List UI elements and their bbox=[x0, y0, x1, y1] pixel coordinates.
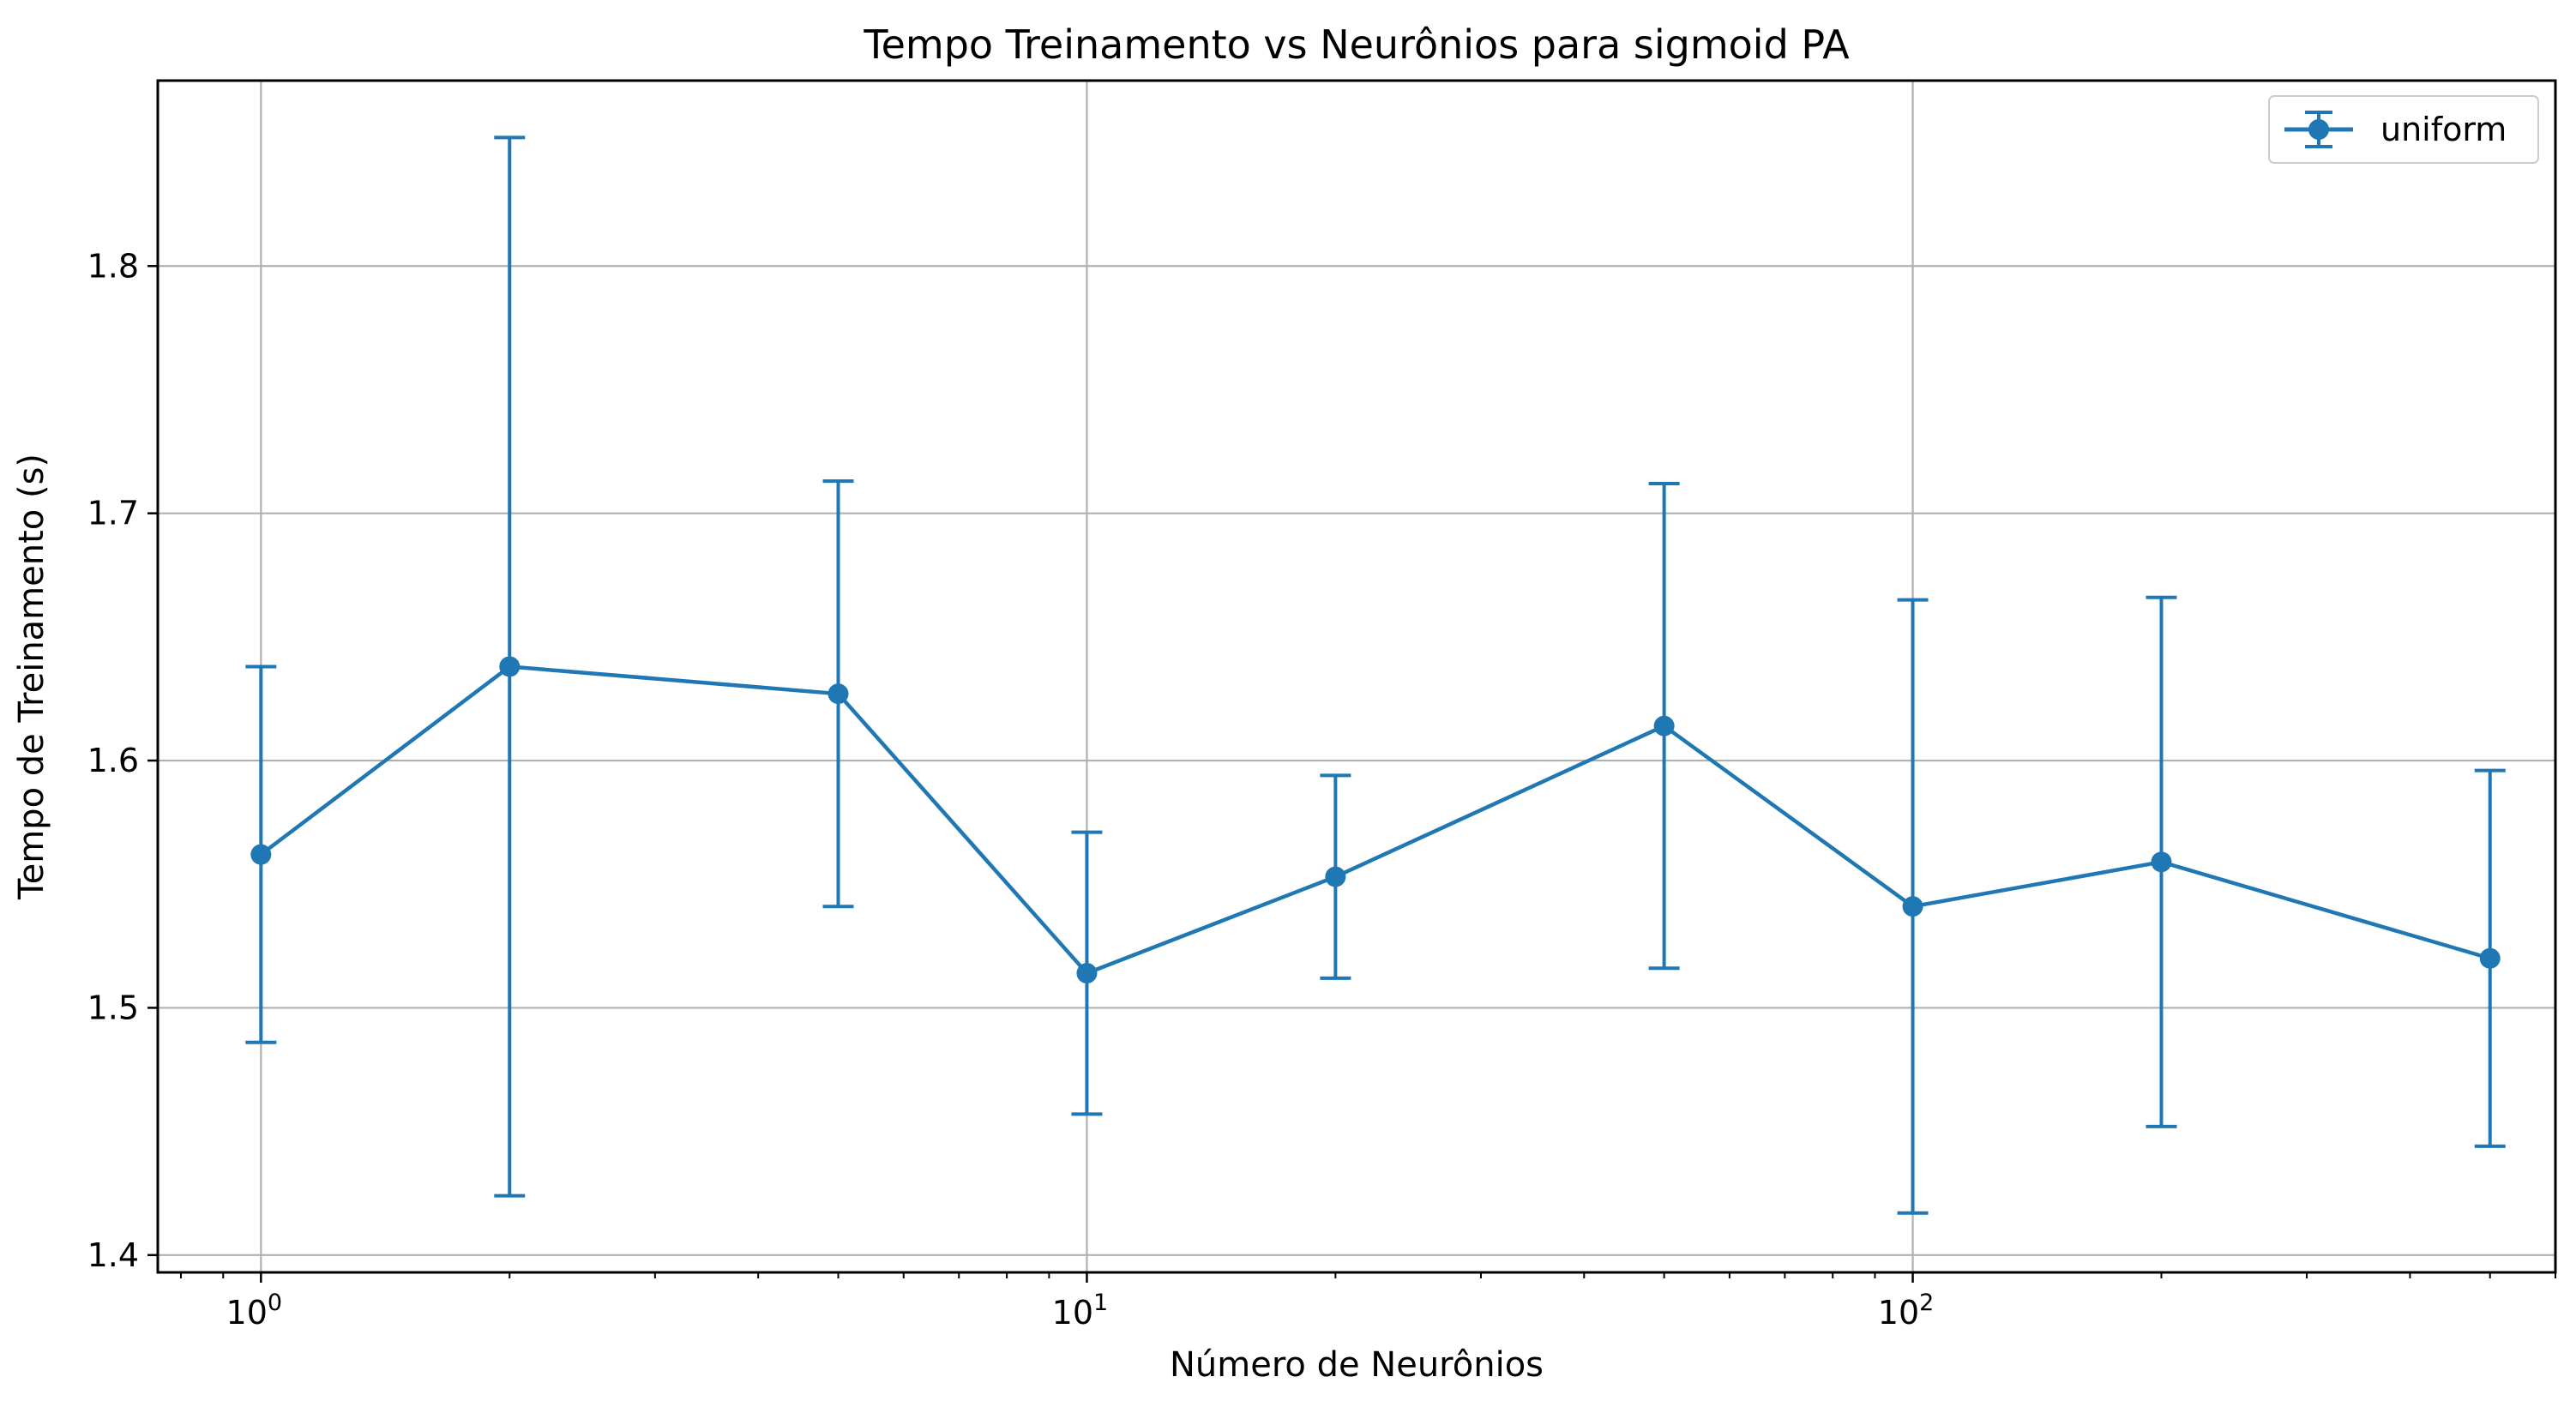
data-point bbox=[1076, 963, 1098, 984]
legend-box bbox=[2268, 95, 2539, 164]
data-point bbox=[1325, 866, 1346, 887]
y-tick-label: 1.8 bbox=[87, 247, 139, 285]
chart-title: Tempo Treinamento vs Neurônios para sigm… bbox=[863, 21, 1850, 68]
x-tick-exponent: 0 bbox=[268, 1290, 282, 1316]
data-point bbox=[1653, 715, 1675, 737]
series-layer bbox=[245, 135, 2506, 1215]
x-tick-label: 100 bbox=[226, 1290, 283, 1332]
y-axis-title: Tempo de Treinamento (s) bbox=[12, 454, 51, 900]
data-point bbox=[250, 844, 272, 865]
data-point bbox=[2151, 851, 2172, 873]
y-tick-label: 1.4 bbox=[87, 1236, 139, 1274]
plot-frame bbox=[156, 79, 2557, 1274]
y-tick-label: 1.7 bbox=[87, 495, 139, 532]
x-tick-label: 101 bbox=[1052, 1290, 1109, 1332]
data-point bbox=[1902, 896, 1923, 917]
data-point bbox=[828, 683, 849, 705]
x-tick-exponent: 1 bbox=[1093, 1290, 1108, 1316]
data-point bbox=[499, 656, 521, 677]
legend-label-uniform: uniform bbox=[2380, 111, 2507, 148]
data-point bbox=[2479, 947, 2501, 969]
legend-point-marker bbox=[2308, 119, 2329, 140]
y-tick-label: 1.6 bbox=[87, 742, 139, 779]
x-axis-title: Número de Neurônios bbox=[1170, 1345, 1544, 1385]
y-tick-label: 1.5 bbox=[87, 989, 139, 1026]
x-tick-label: 102 bbox=[1878, 1290, 1935, 1332]
x-tick-exponent: 2 bbox=[1919, 1290, 1934, 1316]
legend: uniform bbox=[2268, 95, 2539, 164]
series-line-uniform bbox=[259, 664, 2491, 976]
grid-layer bbox=[158, 81, 2555, 1272]
